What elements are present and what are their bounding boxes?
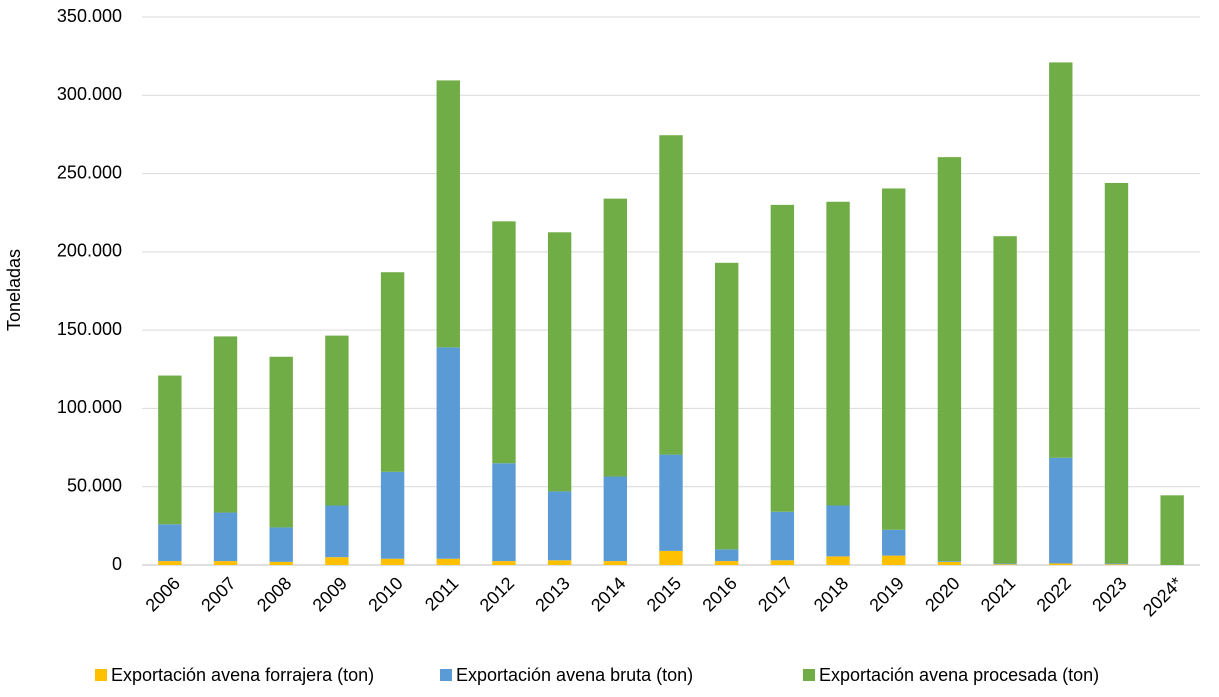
x-tick-label: 2012 <box>476 573 518 615</box>
x-tick-label: 2008 <box>253 573 295 615</box>
x-tick-label: 2023 <box>1088 573 1130 615</box>
bar-segment <box>603 561 628 565</box>
y-axis-label: Toneladas <box>4 249 24 331</box>
legend-label: Exportación avena forrajera (ton) <box>111 665 374 685</box>
bar-segment <box>659 135 683 455</box>
x-tick-label: 2024* <box>1139 573 1186 620</box>
bar-segment <box>1049 457 1073 564</box>
bar-segment <box>603 476 628 562</box>
bar-segment <box>269 561 293 565</box>
bar-segment <box>436 80 460 348</box>
bar-segment <box>436 558 460 565</box>
bar-segment <box>158 524 182 562</box>
bar-segment <box>937 561 962 565</box>
bar-segment <box>380 558 405 565</box>
bar-segment <box>993 564 1017 565</box>
x-tick-label: 2018 <box>810 573 852 615</box>
y-tick-label: 150.000 <box>57 319 122 339</box>
bar-segment <box>937 561 962 562</box>
legend-swatch <box>803 669 815 681</box>
bar-segment <box>492 463 516 562</box>
bar-segment <box>492 221 516 464</box>
bar-segment <box>826 505 850 557</box>
x-tick-label: 2006 <box>142 573 184 615</box>
bar-segment <box>714 561 739 565</box>
bar-segment <box>882 555 906 565</box>
y-tick-label: 350.000 <box>57 6 122 26</box>
bar-segment <box>1049 62 1073 458</box>
bar-segment <box>993 563 1017 565</box>
y-tick-label: 50.000 <box>67 475 122 495</box>
bar-segment <box>380 471 405 559</box>
bar-segment <box>826 556 850 565</box>
y-tick-label: 250.000 <box>57 162 122 182</box>
bar-segment <box>714 262 739 550</box>
bar-segment <box>269 527 293 562</box>
bar-segment <box>380 272 405 472</box>
bar-segment <box>659 454 683 551</box>
bar-segment <box>547 560 572 565</box>
x-tick-label: 2014 <box>587 573 629 615</box>
x-tick-label: 2017 <box>754 573 796 615</box>
bar-segment <box>1049 563 1073 565</box>
bar-segment <box>714 549 739 562</box>
bar-segment <box>269 356 293 528</box>
y-tick-label: 100.000 <box>57 397 122 417</box>
x-tick-label: 2021 <box>977 573 1019 615</box>
bar-segment <box>937 157 962 562</box>
bar-segment <box>1104 563 1129 565</box>
bar-segment <box>1104 564 1129 565</box>
bar-segment <box>659 550 683 565</box>
bar-segment <box>213 512 238 562</box>
bar-segment <box>492 561 516 565</box>
legend-label: Exportación avena procesada (ton) <box>819 665 1099 685</box>
bar-segment <box>158 375 182 525</box>
legend-swatch <box>440 669 452 681</box>
x-tick-label: 2016 <box>698 573 740 615</box>
bar-segment <box>325 557 349 565</box>
bar-segment <box>213 336 238 513</box>
x-tick-label: 2013 <box>531 573 573 615</box>
bar-segment <box>770 511 795 561</box>
legend-label: Exportación avena bruta (ton) <box>456 665 693 685</box>
bar-segment <box>325 505 349 558</box>
y-tick-label: 0 <box>112 554 122 574</box>
bar-segment <box>882 188 906 530</box>
bar-segment <box>826 201 850 506</box>
y-tick-label: 300.000 <box>57 84 122 104</box>
x-tick-label: 2020 <box>921 573 963 615</box>
bar-segment <box>993 236 1017 564</box>
bar-segment <box>882 529 906 556</box>
bar-segment <box>1160 495 1184 565</box>
bar-segment <box>436 347 460 559</box>
bar-segment <box>770 560 795 565</box>
y-tick-label: 200.000 <box>57 241 122 261</box>
x-tick-label: 2022 <box>1033 573 1075 615</box>
bar-segment <box>158 561 182 565</box>
bar-segment <box>213 561 238 565</box>
bar-segment <box>547 232 572 492</box>
x-tick-label: 2011 <box>421 573 463 615</box>
bar-segment <box>547 491 572 561</box>
bar-segment <box>1104 182 1129 564</box>
x-tick-label: 2015 <box>643 573 685 615</box>
bar-segment <box>603 198 628 477</box>
x-tick-label: 2007 <box>197 573 239 615</box>
legend-swatch <box>95 669 107 681</box>
bar-segment <box>325 335 349 506</box>
x-tick-label: 2019 <box>865 573 907 615</box>
x-tick-label: 2009 <box>309 573 351 615</box>
x-tick-label: 2010 <box>364 573 406 615</box>
bar-segment <box>770 204 795 512</box>
